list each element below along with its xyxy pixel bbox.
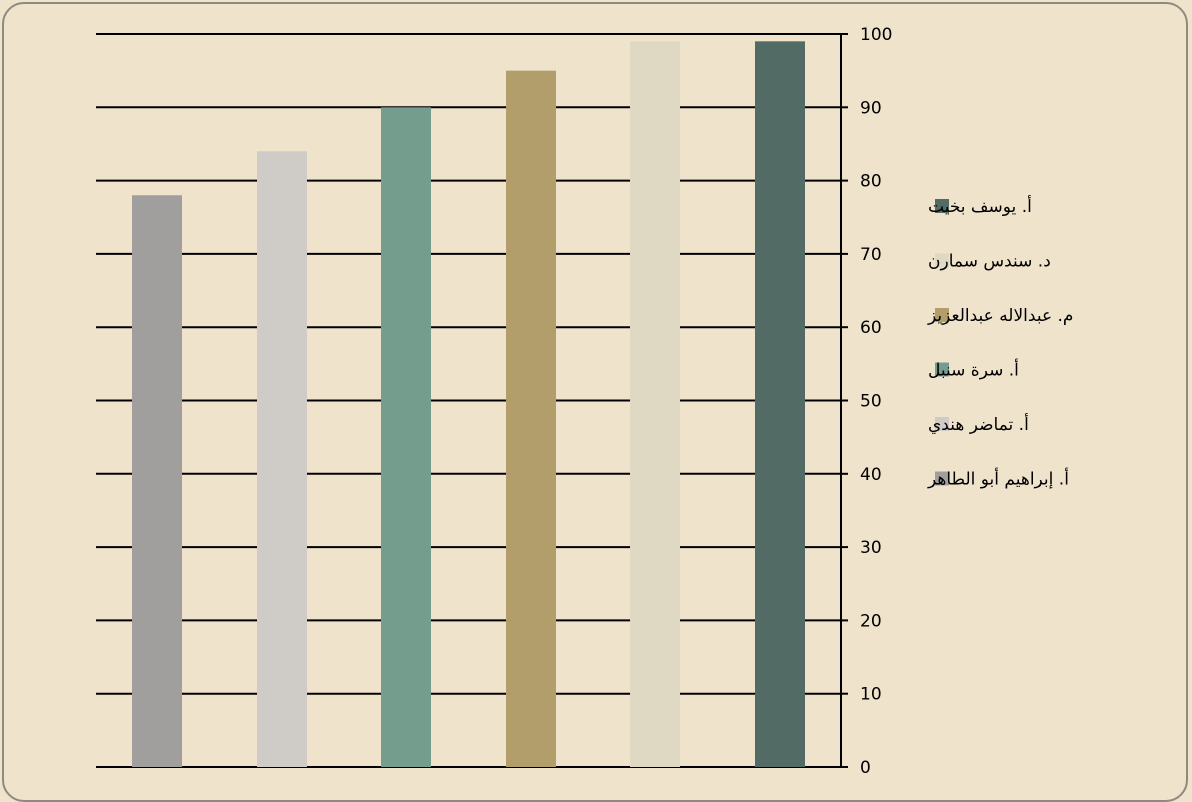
y-tick-label: 100 xyxy=(860,25,892,45)
legend: أ. يوسف بخيت د. سندس سمارن م. عبدالاله عبد… xyxy=(927,195,1073,490)
bar-1 xyxy=(132,195,182,767)
legend-label: م. عبدالاله عبدالعزيز xyxy=(927,306,1073,326)
y-tick-label: 30 xyxy=(860,538,882,558)
bar-3 xyxy=(381,107,431,768)
y-tick-label: 10 xyxy=(860,685,882,705)
legend-label: أ. سرة سنبل xyxy=(928,359,1019,381)
y-tick-label: 60 xyxy=(860,318,882,338)
gridlines xyxy=(96,33,841,768)
y-tick-label: 90 xyxy=(860,98,882,118)
legend-label: أ. يوسف بخيت xyxy=(928,195,1032,217)
legend-swatch xyxy=(935,199,949,213)
y-tick-label: 50 xyxy=(860,392,882,412)
bar-2 xyxy=(257,151,307,767)
bar-4 xyxy=(506,70,556,767)
bars xyxy=(132,41,805,768)
y-tick-label: 0 xyxy=(860,758,871,778)
legend-swatch xyxy=(935,253,949,268)
legend-swatch xyxy=(935,362,949,377)
legend-swatch xyxy=(935,417,949,431)
legend-label: أ. تماضر هندي xyxy=(928,413,1029,435)
bar-5 xyxy=(630,41,680,767)
legend-label: أ. إبراهيم أبو الطاهر xyxy=(927,468,1069,490)
legend-swatch xyxy=(935,471,949,486)
y-tick-label: 40 xyxy=(860,465,882,485)
y-tick-label: 80 xyxy=(860,172,882,192)
legend-swatch xyxy=(935,308,949,322)
bar-6 xyxy=(755,41,805,767)
y-tick-label: 70 xyxy=(860,245,882,265)
y-tick-label: 20 xyxy=(860,611,882,631)
y-axis: 0 10 20 30 40 50 60 70 80 90 100 xyxy=(840,25,892,778)
legend-label: د. سندس سمارن xyxy=(928,252,1051,272)
